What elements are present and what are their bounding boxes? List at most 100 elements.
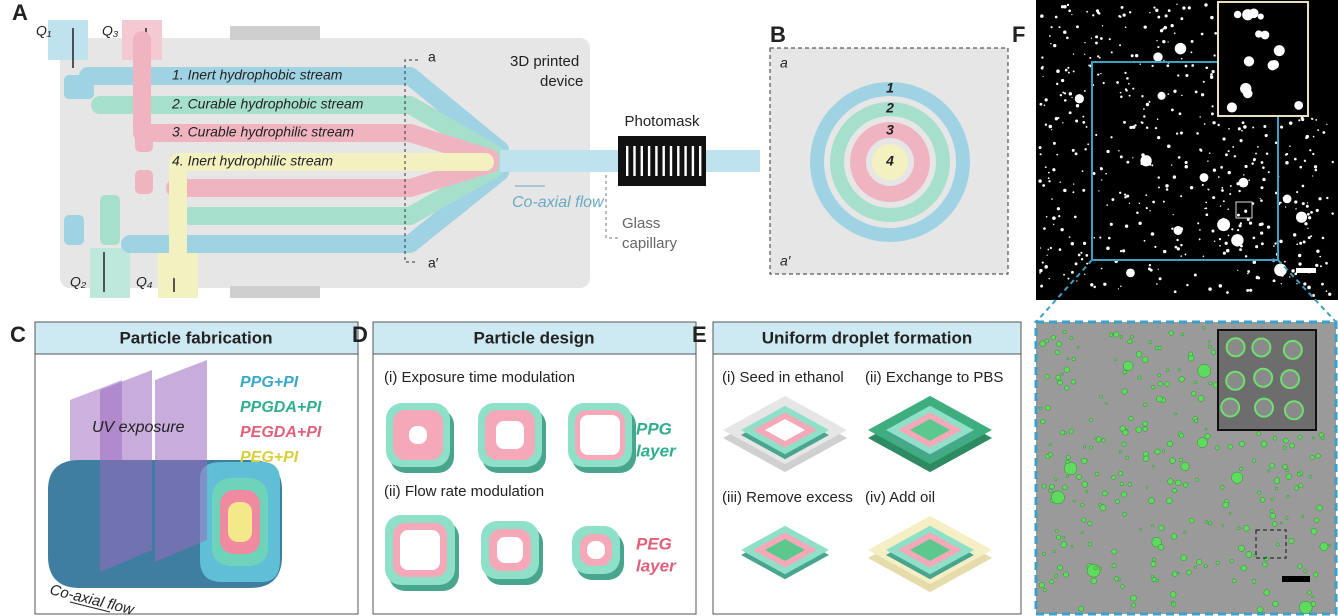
droplet (1119, 481, 1124, 486)
slit (684, 146, 687, 176)
droplet (1166, 497, 1173, 504)
particle-layer (409, 426, 427, 444)
particle (1296, 283, 1298, 285)
droplet (1166, 368, 1170, 372)
particle (1328, 292, 1332, 296)
droplet (1086, 563, 1101, 578)
particle (1260, 231, 1264, 235)
particle (1095, 133, 1098, 137)
droplet (1094, 471, 1100, 476)
particle (1289, 145, 1291, 147)
leader-line (605, 175, 620, 239)
step-label: (iii) Remove excess (722, 489, 853, 506)
section-label: a (428, 49, 436, 65)
particle (1174, 245, 1178, 249)
particle (1299, 241, 1303, 245)
particle (1075, 119, 1079, 123)
particle (1229, 185, 1232, 187)
droplet (1193, 380, 1198, 385)
particle (1095, 9, 1100, 13)
zoom-box (1091, 61, 1279, 261)
particle (1170, 164, 1173, 166)
particles (385, 403, 636, 591)
particle (1231, 228, 1234, 231)
particle (1222, 251, 1226, 255)
particle (1260, 186, 1264, 190)
droplet (1270, 497, 1274, 501)
droplet (1142, 421, 1148, 427)
droplet (1197, 437, 1208, 448)
droplet (1130, 334, 1134, 339)
particle (1083, 89, 1086, 92)
particle (1267, 171, 1270, 174)
particle (1299, 165, 1303, 169)
particle (1240, 82, 1252, 95)
particle (1086, 10, 1089, 13)
particle (1129, 125, 1133, 130)
particle (1273, 245, 1275, 247)
droplet (1202, 326, 1206, 330)
particle (1314, 168, 1318, 172)
droplet (1089, 445, 1094, 450)
particle (1071, 148, 1075, 152)
particle (1247, 270, 1250, 273)
particle (1157, 176, 1160, 179)
particle (1120, 285, 1122, 288)
particle (1119, 250, 1123, 253)
particle (1173, 91, 1176, 93)
particle (1326, 123, 1328, 126)
particle (1109, 222, 1113, 226)
particle (1257, 146, 1259, 148)
particle (1153, 52, 1163, 62)
particle (1124, 224, 1129, 228)
droplet (1083, 445, 1087, 449)
droplet (1158, 524, 1165, 531)
droplet (1151, 524, 1154, 527)
ring-label: 4 (885, 153, 894, 169)
droplet (1111, 474, 1117, 480)
droplet (1049, 579, 1054, 585)
particle (1039, 247, 1042, 249)
droplet (1221, 524, 1225, 528)
particle (1080, 258, 1084, 261)
droplet (1225, 337, 1246, 358)
particle (1156, 283, 1158, 285)
particle (1309, 149, 1312, 152)
particle (1100, 37, 1103, 40)
particle (1058, 248, 1062, 251)
droplet (1150, 575, 1155, 579)
step-label: (iv) Add oil (865, 489, 935, 506)
droplet (1220, 485, 1225, 490)
particle (1238, 189, 1241, 193)
particle (1118, 150, 1120, 152)
particle (1236, 182, 1240, 186)
droplet (1320, 435, 1325, 440)
particle (1272, 279, 1276, 283)
particle (1136, 211, 1139, 214)
particle (1184, 64, 1188, 68)
particle (1124, 195, 1127, 199)
droplet (1280, 521, 1283, 525)
droplet (1299, 600, 1313, 615)
particle (1119, 191, 1122, 194)
droplet (1275, 542, 1280, 547)
particle (1128, 94, 1131, 97)
particle (1264, 133, 1268, 138)
droplet (1207, 340, 1211, 344)
particle (1294, 101, 1304, 110)
particle (1187, 6, 1191, 10)
particle (1198, 238, 1201, 241)
slit (677, 146, 680, 176)
section-label: a′ (780, 253, 792, 269)
droplet (1186, 569, 1192, 576)
droplet (1207, 344, 1212, 349)
particle (1092, 14, 1095, 17)
droplet (1240, 564, 1247, 572)
droplet (1053, 573, 1058, 578)
section-line (404, 59, 418, 263)
particle (1293, 233, 1297, 237)
droplet (1072, 499, 1076, 503)
particle (1119, 15, 1122, 18)
stream-label: 1. Inert hydrophobic stream (172, 67, 343, 83)
droplet (1087, 542, 1093, 547)
